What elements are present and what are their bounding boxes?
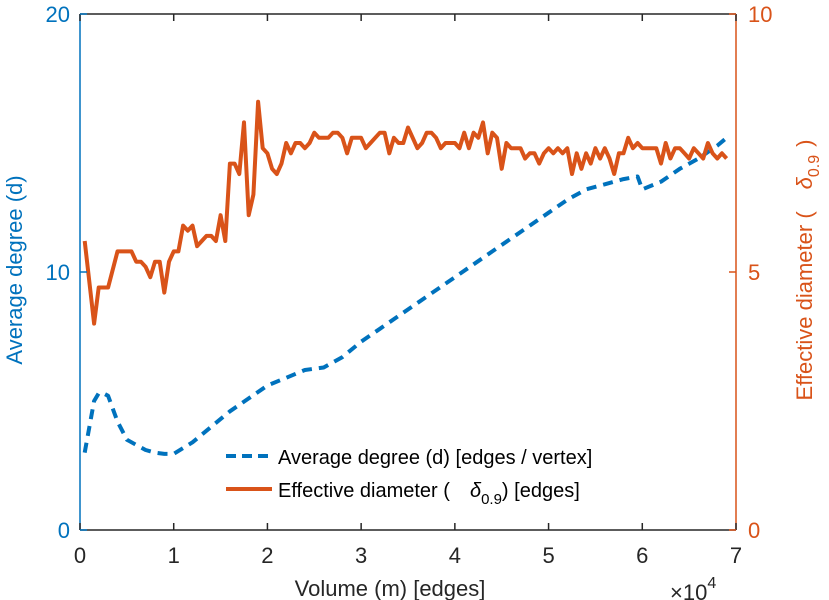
x-axis-multiplier: ×104 bbox=[670, 575, 716, 600]
y-axis-right-label-symbol: δ bbox=[792, 176, 817, 189]
y-right-tick-label: 10 bbox=[748, 2, 772, 27]
x-tick-label: 6 bbox=[636, 543, 648, 568]
y-left-tick-label: 20 bbox=[46, 2, 70, 27]
legend-label-average-degree: Average degree (d) [edges / vertex] bbox=[278, 447, 592, 469]
x-tick-label: 5 bbox=[542, 543, 554, 568]
legend-label-effective-diameter-suffix: ) [edges] bbox=[502, 480, 580, 502]
y-axis-right-label-sub: 0.9 bbox=[806, 155, 823, 177]
x-tick-label: 0 bbox=[74, 543, 86, 568]
legend-label-effective-diameter-prefix: Effective diameter ( bbox=[278, 480, 450, 502]
y-left-tick-label: 0 bbox=[58, 518, 70, 543]
legend: Average degree (d) [edges / vertex] Effe… bbox=[226, 447, 592, 508]
x-tick-label: 7 bbox=[730, 543, 742, 568]
y-axis-right-label: Effective diameter ( δ0.9) bbox=[792, 140, 823, 401]
x-tick-label: 3 bbox=[355, 543, 367, 568]
y-axis-left-label: Average degree (d) bbox=[2, 175, 27, 364]
y-left-tick-label: 10 bbox=[46, 260, 70, 285]
x-multiplier-base: ×10 bbox=[670, 580, 707, 600]
series-layer bbox=[82, 99, 729, 456]
legend-label-effective-diameter: Effective diameter ( δ0.9) [edges] bbox=[278, 480, 580, 508]
x-tick-label: 2 bbox=[261, 543, 273, 568]
x-multiplier-exponent: 4 bbox=[707, 575, 716, 592]
x-tick-label: 4 bbox=[449, 543, 461, 568]
legend-label-effective-diameter-symbol: δ bbox=[470, 480, 482, 502]
labels-layer: Volume (m) [edges] ×104 Average degree (… bbox=[2, 140, 823, 600]
x-axis-label: Volume (m) [edges] bbox=[295, 576, 486, 600]
series-line-average-degree bbox=[82, 136, 728, 456]
x-tick-label: 1 bbox=[168, 543, 180, 568]
legend-label-effective-diameter-sub: 0.9 bbox=[481, 491, 502, 508]
y-right-tick-label: 0 bbox=[748, 518, 760, 543]
y-axis-right-label-main: Effective diameter ( bbox=[792, 211, 817, 401]
y-right-tick-label: 5 bbox=[748, 260, 760, 285]
y-axis-right-label-close: ) bbox=[792, 140, 817, 147]
series-line-effective-diameter bbox=[82, 99, 729, 326]
